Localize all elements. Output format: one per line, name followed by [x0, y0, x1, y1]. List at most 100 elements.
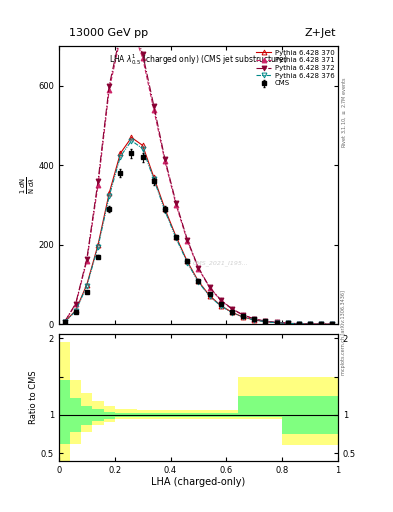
Pythia 6.428 371 — [118, 35, 123, 41]
Pythia 6.428 370 — [185, 259, 190, 265]
Pythia 6.428 371 — [185, 238, 190, 244]
Pythia 6.428 372 — [263, 318, 268, 324]
Bar — [148, 413, 160, 417]
Bar — [59, 342, 70, 462]
Pythia 6.428 376 — [252, 317, 257, 323]
Pythia 6.428 376 — [163, 208, 167, 214]
Pythia 6.428 372 — [319, 321, 323, 327]
Bar — [260, 396, 271, 417]
Bar — [115, 413, 126, 417]
Pythia 6.428 371 — [308, 321, 312, 327]
Bar — [182, 410, 193, 419]
Pythia 6.428 376 — [129, 138, 134, 144]
Pythia 6.428 372 — [95, 178, 100, 184]
Pythia 6.428 371 — [319, 321, 323, 327]
Pythia 6.428 370 — [73, 307, 78, 313]
Bar — [126, 413, 137, 417]
Bar — [81, 393, 92, 432]
Pythia 6.428 372 — [140, 51, 145, 57]
Pythia 6.428 371 — [285, 320, 290, 326]
Pythia 6.428 372 — [252, 316, 257, 322]
Pythia 6.428 372 — [107, 83, 112, 89]
Pythia 6.428 376 — [319, 321, 323, 327]
Pythia 6.428 371 — [129, 23, 134, 29]
Bar — [305, 396, 316, 434]
Bar — [226, 410, 237, 419]
Pythia 6.428 370 — [174, 234, 178, 240]
Bar — [193, 410, 204, 419]
Pythia 6.428 376 — [73, 308, 78, 314]
Pythia 6.428 376 — [174, 236, 178, 242]
Pythia 6.428 372 — [219, 297, 223, 303]
Pythia 6.428 370 — [330, 321, 335, 327]
Pythia 6.428 372 — [174, 200, 178, 206]
Pythia 6.428 371 — [297, 321, 301, 327]
Pythia 6.428 376 — [151, 176, 156, 182]
Text: LHA $\lambda^{1}_{0.5}$ (charged only) (CMS jet substructure): LHA $\lambda^{1}_{0.5}$ (charged only) (… — [109, 52, 288, 67]
Pythia 6.428 372 — [185, 237, 190, 243]
Pythia 6.428 376 — [308, 321, 312, 327]
Pythia 6.428 376 — [207, 293, 212, 300]
Pythia 6.428 370 — [196, 278, 201, 284]
Line: Pythia 6.428 370: Pythia 6.428 370 — [62, 135, 335, 327]
Line: Pythia 6.428 376: Pythia 6.428 376 — [62, 138, 335, 327]
Pythia 6.428 371 — [219, 297, 223, 304]
Pythia 6.428 371 — [151, 106, 156, 113]
Pythia 6.428 370 — [319, 321, 323, 327]
Pythia 6.428 372 — [230, 306, 234, 312]
Bar — [316, 376, 327, 445]
Pythia 6.428 376 — [62, 319, 67, 325]
Pythia 6.428 371 — [163, 158, 167, 164]
Pythia 6.428 372 — [62, 319, 67, 325]
Pythia 6.428 371 — [263, 318, 268, 324]
Pythia 6.428 376 — [196, 279, 201, 285]
Pythia 6.428 372 — [330, 321, 335, 327]
Line: Pythia 6.428 372: Pythia 6.428 372 — [62, 20, 335, 327]
Pythia 6.428 370 — [285, 321, 290, 327]
Pythia 6.428 370 — [252, 317, 257, 323]
Pythia 6.428 371 — [174, 202, 178, 208]
Text: mcplots.cern.ch [arXiv:1306.3436]: mcplots.cern.ch [arXiv:1306.3436] — [342, 290, 346, 375]
Pythia 6.428 376 — [84, 283, 89, 289]
Pythia 6.428 370 — [263, 318, 268, 325]
Pythia 6.428 371 — [84, 258, 89, 264]
Pythia 6.428 371 — [274, 319, 279, 326]
Pythia 6.428 371 — [330, 321, 335, 327]
Bar — [271, 396, 282, 417]
Pythia 6.428 376 — [219, 303, 223, 309]
Pythia 6.428 376 — [230, 309, 234, 315]
Pythia 6.428 372 — [73, 301, 78, 307]
Pythia 6.428 376 — [95, 244, 100, 250]
Pythia 6.428 370 — [230, 309, 234, 315]
Bar — [70, 398, 81, 432]
Pythia 6.428 372 — [285, 320, 290, 326]
Bar — [92, 401, 104, 425]
Bar — [104, 406, 115, 422]
Bar — [282, 376, 293, 445]
Pythia 6.428 372 — [163, 156, 167, 162]
Pythia 6.428 372 — [129, 19, 134, 25]
Bar — [160, 413, 171, 417]
Bar — [237, 376, 249, 419]
Pythia 6.428 376 — [274, 319, 279, 326]
Bar — [92, 410, 104, 421]
Bar — [81, 406, 92, 425]
Bar — [226, 413, 237, 417]
Bar — [260, 376, 271, 419]
Pythia 6.428 376 — [297, 321, 301, 327]
Legend: Pythia 6.428 370, Pythia 6.428 371, Pythia 6.428 372, Pythia 6.428 376, CMS: Pythia 6.428 370, Pythia 6.428 371, Pyth… — [255, 48, 336, 88]
Bar — [327, 396, 338, 434]
Bar — [204, 410, 215, 419]
Pythia 6.428 370 — [151, 174, 156, 180]
Pythia 6.428 370 — [163, 206, 167, 212]
Pythia 6.428 370 — [129, 135, 134, 141]
Bar — [115, 409, 126, 419]
Pythia 6.428 376 — [107, 193, 112, 199]
Pythia 6.428 370 — [107, 190, 112, 196]
Bar — [137, 413, 148, 417]
Pythia 6.428 376 — [118, 154, 123, 160]
Pythia 6.428 370 — [241, 314, 246, 320]
Bar — [215, 410, 226, 419]
Pythia 6.428 370 — [308, 321, 312, 327]
Bar — [249, 376, 260, 419]
